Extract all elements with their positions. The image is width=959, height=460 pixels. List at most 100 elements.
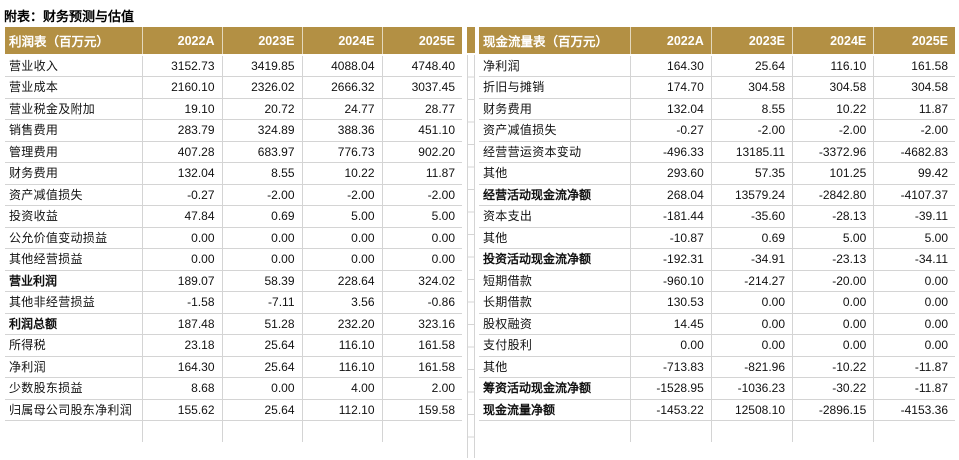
value-cell: 19.10	[141, 97, 223, 120]
value-cell: -0.27	[629, 119, 712, 142]
row-label: 归属母公司股东净利润	[4, 398, 143, 421]
table-row: 经营活动现金流净额 268.04 13579.24 -2842.80 -4107.37	[478, 183, 956, 206]
table-row: 利润总额 187.48 51.28 232.20 323.16	[4, 312, 463, 335]
table-row: 筹资活动现金流净额 -1528.95 -1036.23 -30.22 -11.87	[478, 377, 956, 400]
value-cell: 23.18	[141, 334, 223, 357]
value-cell: -2896.15	[791, 398, 875, 421]
row-label: 营业收入	[4, 54, 143, 77]
table-row: 财务费用 132.04 8.55 10.22 11.87	[4, 162, 463, 185]
empty-row	[4, 420, 463, 443]
row-label: 投资活动现金流净额	[478, 248, 631, 271]
row-label: 净利润	[4, 355, 143, 378]
table-row: 长期借款 130.53 0.00 0.00 0.00	[478, 291, 956, 314]
value-cell: -214.27	[710, 269, 794, 292]
value-cell: 101.25	[791, 162, 875, 185]
value-cell: 57.35	[710, 162, 794, 185]
value-cell: 189.07	[141, 269, 223, 292]
value-cell: 164.30	[141, 355, 223, 378]
value-cell: -11.87	[873, 377, 956, 400]
spacer-body-cells	[467, 55, 475, 458]
value-cell: -2.00	[791, 119, 875, 142]
value-cell: 3419.85	[221, 54, 303, 77]
value-cell: 10.22	[791, 97, 875, 120]
value-cell: -2.00	[873, 119, 956, 142]
value-cell: 99.42	[873, 162, 956, 185]
table-row: 资产减值损失 -0.27 -2.00 -2.00 -2.00	[4, 183, 463, 206]
row-label: 财务费用	[478, 97, 631, 120]
value-cell: 0.00	[141, 226, 223, 249]
row-label: 现金流量净额	[478, 398, 631, 421]
empty-cell	[629, 420, 712, 443]
table-row: 其他 293.60 57.35 101.25 99.42	[478, 162, 956, 185]
value-cell: 268.04	[629, 183, 712, 206]
row-label: 销售费用	[4, 119, 143, 142]
row-label: 财务费用	[4, 162, 143, 185]
value-cell: 155.62	[141, 398, 223, 421]
value-cell: -10.22	[791, 355, 875, 378]
empty-row	[478, 420, 956, 443]
year-header-cell: 2023E	[710, 27, 793, 56]
row-label: 少数股东损益	[4, 377, 143, 400]
header-row: 现金流量表（百万元） 2022A 2023E 2024E 2025E	[479, 27, 955, 56]
table-row: 销售费用 283.79 324.89 388.36 451.10	[4, 119, 463, 142]
value-cell: 3.56	[301, 291, 383, 314]
value-cell: 174.70	[629, 76, 712, 99]
value-cell: -35.60	[710, 205, 794, 228]
table-row: 少数股东损益 8.68 0.00 4.00 2.00	[4, 377, 463, 400]
row-label: 折旧与摊销	[478, 76, 631, 99]
value-cell: 5.00	[873, 226, 956, 249]
cash-flow-table: 现金流量表（百万元） 2022A 2023E 2024E 2025E 净利润 164.30 2…	[478, 27, 956, 443]
value-cell: -2.00	[301, 183, 383, 206]
value-cell: 25.64	[221, 355, 303, 378]
row-label: 支付股利	[478, 334, 631, 357]
value-cell: 0.00	[381, 248, 463, 271]
value-cell: 0.00	[710, 312, 794, 335]
value-cell: 5.00	[791, 226, 875, 249]
empty-cell	[4, 420, 143, 443]
row-label: 其他	[478, 226, 631, 249]
value-cell: -23.13	[791, 248, 875, 271]
row-label: 经营营运资本变动	[478, 140, 631, 163]
value-cell: -960.10	[629, 269, 712, 292]
table-row: 公允价值变动损益 0.00 0.00 0.00 0.00	[4, 226, 463, 249]
table-row: 归属母公司股东净利润 155.62 25.64 112.10 159.58	[4, 398, 463, 421]
row-label: 公允价值变动损益	[4, 226, 143, 249]
table-row: 营业成本 2160.10 2326.02 2666.32 3037.45	[4, 76, 463, 99]
value-cell: 283.79	[141, 119, 223, 142]
row-label: 资产减值损失	[478, 119, 631, 142]
value-cell: -2.00	[221, 183, 303, 206]
value-cell: 8.55	[221, 162, 303, 185]
empty-cell	[141, 420, 223, 443]
value-cell: -20.00	[791, 269, 875, 292]
header-row: 利润表（百万元） 2022A 2023E 2024E 2025E	[5, 27, 462, 56]
year-header-cell: 2023E	[221, 27, 302, 56]
value-cell: 132.04	[629, 97, 712, 120]
value-cell: -181.44	[629, 205, 712, 228]
table-row: 净利润 164.30 25.64 116.10 161.58	[478, 54, 956, 77]
table-row: 经营营运资本变动 -496.33 13185.11 -3372.96 -4682.83	[478, 140, 956, 163]
value-cell: 683.97	[221, 140, 303, 163]
row-label: 利润总额	[4, 312, 143, 335]
value-cell: 776.73	[301, 140, 383, 163]
table-row: 所得税 23.18 25.64 116.10 161.58	[4, 334, 463, 357]
row-label: 资本支出	[478, 205, 631, 228]
table-row: 管理费用 407.28 683.97 776.73 902.20	[4, 140, 463, 163]
empty-cell	[710, 420, 794, 443]
value-cell: 28.77	[381, 97, 463, 120]
value-cell: 232.20	[301, 312, 383, 335]
value-cell: -0.86	[381, 291, 463, 314]
value-cell: 3152.73	[141, 54, 223, 77]
value-cell: 0.69	[221, 205, 303, 228]
income-statement-table: 利润表（百万元） 2022A 2023E 2024E 2025E 营业收入 3152.73 3…	[4, 27, 463, 443]
value-cell: 161.58	[381, 355, 463, 378]
row-label: 短期借款	[478, 269, 631, 292]
value-cell: 25.64	[221, 398, 303, 421]
value-cell: -28.13	[791, 205, 875, 228]
value-cell: -34.11	[873, 248, 956, 271]
value-cell: 0.00	[791, 291, 875, 314]
value-cell: 5.00	[381, 205, 463, 228]
table-row: 资产减值损失 -0.27 -2.00 -2.00 -2.00	[478, 119, 956, 142]
value-cell: -2.00	[381, 183, 463, 206]
value-cell: 2326.02	[221, 76, 303, 99]
value-cell: -34.91	[710, 248, 794, 271]
